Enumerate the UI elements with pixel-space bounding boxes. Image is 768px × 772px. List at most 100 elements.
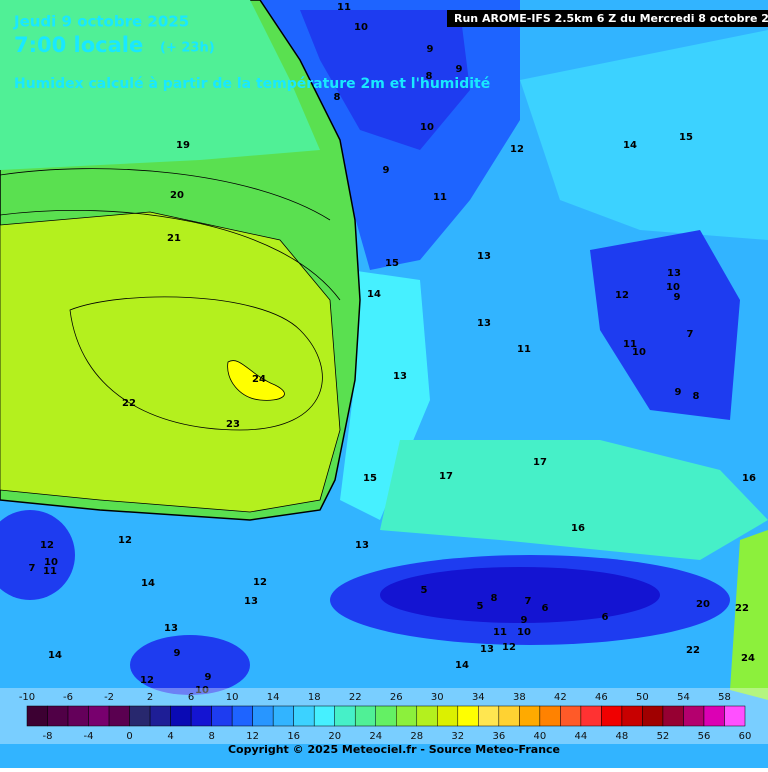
contour-label: 8 (693, 391, 700, 402)
contour-label: 9 (427, 44, 434, 55)
legend-label: 54 (677, 692, 690, 703)
legend: -10 -6 -2 2 6 10 14 18 22 26 30 34 38 42 46 50 54 58-8 -4 0… (19, 692, 752, 742)
contour-label: 12 (253, 577, 267, 588)
contour-label: 14 (455, 660, 469, 671)
legend-swatch (354, 705, 376, 727)
contour-label: 5 (421, 585, 428, 596)
legend-swatch (67, 705, 89, 727)
legend-swatch (662, 705, 684, 727)
legend-swatch (621, 705, 643, 727)
legend-swatch (457, 705, 479, 727)
legend-label: 32 (451, 731, 464, 742)
contour-label: 7 (687, 329, 694, 340)
contour-label: 10 (632, 347, 646, 358)
lead-time: (+ 23h) (160, 41, 215, 56)
contour-label: 12 (40, 540, 54, 551)
legend-label: -6 (63, 692, 73, 703)
contour-label: 24 (252, 374, 266, 385)
legend-label: 24 (369, 731, 382, 742)
legend-swatch (88, 705, 110, 727)
land-region (0, 510, 75, 600)
legend-swatch (416, 705, 438, 727)
run-box (447, 10, 768, 27)
contour-label: 17 (439, 471, 453, 482)
contour-label: 9 (174, 648, 181, 659)
legend-label: 36 (492, 731, 505, 742)
contour-label: 12 (140, 675, 154, 686)
legend-label: -10 (19, 692, 35, 703)
contour-label: 13 (164, 623, 178, 634)
legend-swatch (683, 705, 705, 727)
contour-label: 8 (426, 71, 433, 82)
legend-swatch (149, 705, 171, 727)
legend-swatch (498, 705, 520, 727)
contour-label: 8 (334, 92, 341, 103)
contour-label: 15 (679, 132, 693, 143)
legend-label: 34 (472, 692, 485, 703)
legend-swatch (211, 705, 233, 727)
sea-region (0, 0, 320, 170)
legend-label: 38 (513, 692, 526, 703)
legend-swatch (252, 705, 274, 727)
legend-label: 46 (595, 692, 608, 703)
copyright: Copyright © 2025 Meteociel.fr - Source M… (228, 743, 560, 756)
legend-label: 50 (636, 692, 649, 703)
contour-label: 15 (385, 258, 399, 269)
contour-label: 14 (141, 578, 155, 589)
contour-label: 7 (525, 596, 532, 607)
legend-swatch (129, 705, 151, 727)
contour-label: 21 (167, 233, 181, 244)
contour-label: 19 (176, 140, 190, 151)
legend-label: 8 (208, 731, 214, 742)
legend-swatch (170, 705, 192, 727)
legend-swatch (560, 705, 582, 727)
legend-label: 6 (188, 692, 194, 703)
contour-label: 10 (44, 557, 58, 568)
contour-label: 6 (542, 603, 549, 614)
land-region (590, 230, 740, 420)
contour-label: 9 (675, 387, 682, 398)
legend-label: -2 (104, 692, 114, 703)
contour-label: 12 (510, 144, 524, 155)
legend-label: 56 (698, 731, 711, 742)
contour-labels: 1920212223241110988910129111313111314151… (29, 2, 756, 696)
land-region (380, 567, 660, 623)
legend-label: 42 (554, 692, 567, 703)
contour-label: 7 (29, 563, 36, 574)
contour-label: 13 (477, 251, 491, 262)
legend-swatch (539, 705, 561, 727)
contour-label: 20 (696, 599, 710, 610)
contour-label: 13 (393, 371, 407, 382)
legend-label: 48 (616, 731, 629, 742)
legend-label: 28 (410, 731, 423, 742)
land-region (380, 440, 768, 560)
contour-label: 14 (623, 140, 637, 151)
land-region (300, 10, 470, 150)
contour-label: 16 (571, 523, 585, 534)
legend-label: 18 (308, 692, 321, 703)
legend-swatch (293, 705, 315, 727)
legend-swatch (231, 705, 253, 727)
land-region (340, 270, 430, 520)
contour-label: 11 (43, 566, 57, 577)
legend-label: 2 (147, 692, 153, 703)
legend-label: 60 (739, 731, 752, 742)
sea-region (0, 211, 341, 513)
legend-swatch (396, 705, 418, 727)
contour-label: 14 (48, 650, 62, 661)
legend-label: 20 (328, 731, 341, 742)
contour-label: 13 (477, 318, 491, 329)
contour-label: 5 (477, 601, 484, 612)
description: Humidex calculé à partir de la températu… (14, 76, 490, 92)
time: 7:00 locale (14, 33, 143, 57)
legend-swatch (601, 705, 623, 727)
contour-label: 10 (517, 627, 531, 638)
contour-label: 8 (491, 593, 498, 604)
contour-label: 11 (337, 2, 351, 13)
contour-label: 9 (456, 64, 463, 75)
legend-swatch (108, 705, 130, 727)
legend-swatch (703, 705, 725, 727)
legend-swatch (272, 705, 294, 727)
legend-swatch (313, 705, 335, 727)
legend-swatch (642, 705, 664, 727)
